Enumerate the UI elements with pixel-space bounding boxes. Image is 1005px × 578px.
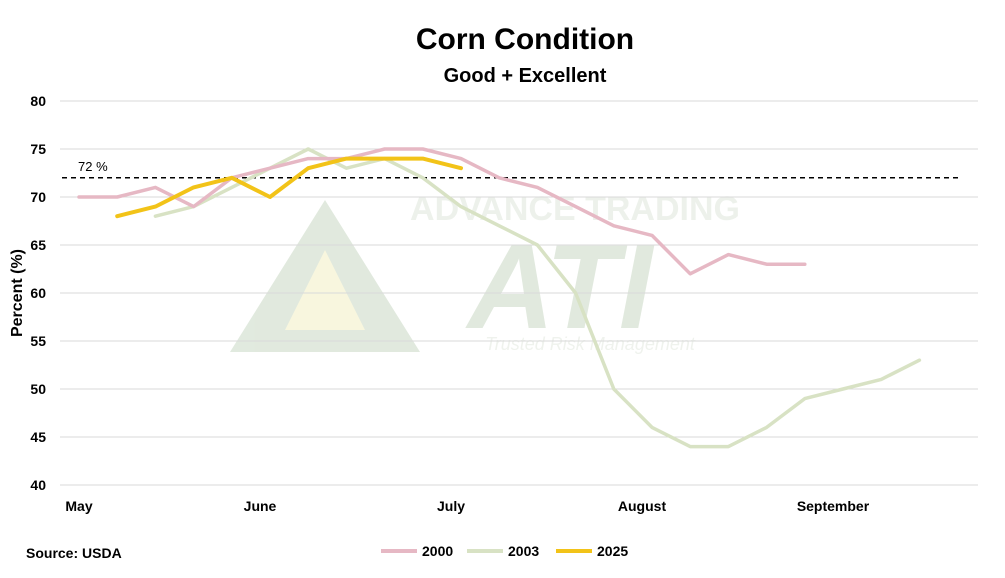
- y-tick-label: 40: [30, 477, 46, 493]
- series-line-2003: [153, 147, 922, 449]
- y-axis-ticks: 40 45 50 55 60 65 70 75 80: [30, 93, 46, 493]
- legend: 2000 2003 2025: [381, 543, 628, 559]
- source-note: Source: USDA: [26, 545, 122, 561]
- legend-label-2025: 2025: [597, 543, 628, 559]
- grid-lines: [60, 100, 978, 486]
- x-tick-label-july: July: [437, 498, 465, 514]
- y-tick-label: 75: [30, 141, 46, 157]
- watermark-triangle-inner-icon: [285, 250, 365, 330]
- y-tick-label: 80: [30, 93, 46, 109]
- legend-label-2000: 2000: [422, 543, 453, 559]
- y-tick-label: 50: [30, 381, 46, 397]
- series-lines: [77, 147, 922, 449]
- x-tick-label-september: September: [797, 498, 870, 514]
- y-tick-label: 65: [30, 237, 46, 253]
- series-line-2025: [115, 156, 463, 219]
- watermark-tagline: Trusted Risk Management: [485, 334, 696, 354]
- x-tick-label-may: May: [65, 498, 92, 514]
- reference-line-label: 72 %: [78, 159, 108, 174]
- series-line-2000: [77, 147, 807, 276]
- reference-line-group: 72 %: [62, 159, 958, 179]
- y-axis-label: Percent (%): [9, 249, 26, 337]
- watermark-logo: ATI ADVANCE TRADING Trusted Risk Managem…: [230, 190, 740, 354]
- chart-title: Corn Condition: [416, 23, 634, 56]
- watermark-company: ADVANCE TRADING: [410, 190, 740, 228]
- y-tick-label: 70: [30, 189, 46, 205]
- x-axis-ticks: May June July August September: [65, 498, 869, 514]
- watermark-abbr: ATI: [465, 220, 655, 354]
- x-tick-label-june: June: [244, 498, 277, 514]
- chart-subtitle: Good + Excellent: [444, 65, 607, 87]
- x-tick-label-august: August: [618, 498, 667, 514]
- legend-label-2003: 2003: [508, 543, 539, 559]
- y-tick-label: 55: [30, 333, 46, 349]
- y-tick-label: 45: [30, 429, 46, 445]
- y-tick-label: 60: [30, 285, 46, 301]
